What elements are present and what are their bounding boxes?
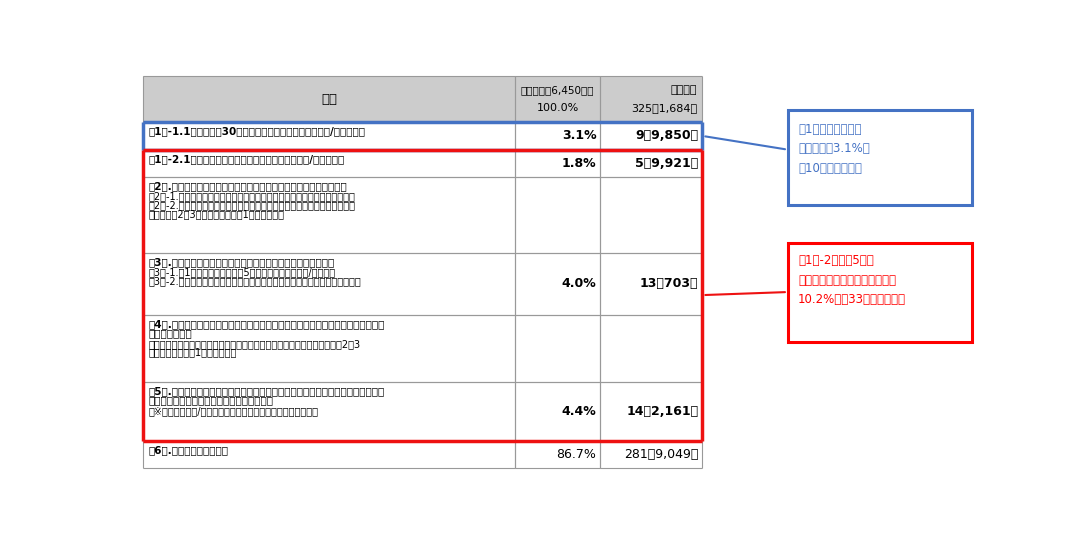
Bar — [143, 441, 515, 468]
Text: 5万9,921人: 5万9,921人 — [635, 157, 698, 170]
Text: （3）.基本的には教室で過ごすが、授業に参加する時間が少ない: （3）.基本的には教室で過ごすが、授業に参加する時間が少ない — [149, 257, 335, 267]
Bar — [599, 149, 702, 177]
Text: （2）-1.　校門や学校の玄関まで行ったが、校舎に入らなかったことがある: （2）-1. 校門や学校の玄関まで行ったが、校舎に入らなかったことがある — [149, 191, 356, 202]
Text: 100.0%: 100.0% — [536, 103, 579, 113]
Text: （2）.学校の校門・保健室・校長室等には行くが、教室には行かない: （2）.学校の校門・保健室・校長室等には行くが、教室には行かない — [149, 181, 347, 191]
Bar — [515, 76, 599, 123]
Bar — [515, 253, 599, 315]
Text: （1）-2.1週間以上連続で、学校を休んだことがある/休んでいる: （1）-2.1週間以上連続で、学校を休んだことがある/休んでいる — [149, 154, 345, 164]
Text: 13万703人: 13万703人 — [640, 277, 698, 290]
Bar — [143, 177, 515, 253]
Text: （5）.基本的には教室で過ごし、皆と同じことをしているが、心の中では学校に通: （5）.基本的には教室で過ごし、皆と同じことをしているが、心の中では学校に通 — [149, 386, 385, 396]
Bar — [143, 149, 515, 177]
Bar — [599, 123, 702, 149]
Text: 人口推計: 人口推計 — [671, 85, 697, 95]
Text: （4）.基本的には教室で過ごすが、皆とは違うことをしがちであり、授業に参加す: （4）.基本的には教室で過ごすが、皆とは違うことをしがちであり、授業に参加す — [149, 319, 385, 329]
Text: （調査人数6,450人）: （調査人数6,450人） — [521, 85, 594, 95]
Text: 9万9,850人: 9万9,850人 — [635, 130, 698, 142]
Text: 全体: 全体 — [321, 93, 337, 106]
Text: 強した（月2～3回以上、もしくは1週間続けて）: 強した（月2～3回以上、もしくは1週間続けて） — [149, 210, 285, 219]
Bar — [515, 149, 599, 177]
Bar — [788, 110, 972, 205]
Text: （1）-1.1年間に合計30日以上、学校を休んだことがある/休んでいる: （1）-1.1年間に合計30日以上、学校を休んだことがある/休んでいる — [149, 126, 366, 137]
Text: （6）.学校になじんでいる: （6）.学校になじんでいる — [149, 445, 228, 455]
Bar — [788, 242, 972, 341]
Text: る時間が少ない: る時間が少ない — [149, 328, 193, 338]
Text: 4.4%: 4.4% — [561, 405, 596, 418]
Text: 86.7%: 86.7% — [557, 448, 596, 461]
Bar — [143, 253, 515, 315]
Text: （3）-1.　1カ月に遅刻・早退を5日以上したことがある/している: （3）-1. 1カ月に遅刻・早退を5日以上したことがある/している — [149, 267, 336, 278]
Bar — [599, 76, 702, 123]
Bar — [515, 177, 599, 253]
Text: 3.1%: 3.1% — [561, 130, 596, 142]
Text: 14万2,161人: 14万2,161人 — [627, 405, 698, 418]
Text: 1.8%: 1.8% — [561, 157, 596, 170]
Text: （「教室にはいたが、みんなとは別の勉強など、他のことをしていた」月2～3: （「教室にはいたが、みんなとは別の勉強など、他のことをしていた」月2～3 — [149, 339, 361, 349]
Text: （2）-2.　授業中に、保健室や校長室など、教室以外の場所で過ごした・勉: （2）-2. 授業中に、保健室や校長室など、教室以外の場所で過ごした・勉 — [149, 200, 356, 211]
Bar — [599, 315, 702, 382]
Bar — [599, 382, 702, 441]
Bar — [599, 177, 702, 253]
Bar — [143, 382, 515, 441]
Bar — [515, 441, 599, 468]
Text: （1）-2から（5）の
「不登校傾向」にある子どもは
10.2%で約33万人（推計）: （1）-2から（5）の 「不登校傾向」にある子どもは 10.2%で約33万人（推… — [798, 254, 906, 306]
Bar — [515, 315, 599, 382]
Bar — [599, 253, 702, 315]
Bar — [515, 123, 599, 149]
Text: （※行動表出なし/「学校に行きたくないと思ったこと」毎日）: （※行動表出なし/「学校に行きたくないと思ったこと」毎日） — [149, 406, 319, 416]
Text: （3）-2.　授業を受けず、に給食だけを食べるためだけに登校したことがある: （3）-2. 授業を受けず、に給食だけを食べるためだけに登校したことがある — [149, 276, 361, 287]
Bar — [515, 382, 599, 441]
Text: 回以上、もしくは1週間続けて）: 回以上、もしくは1週間続けて） — [149, 347, 237, 358]
Text: 4.0%: 4.0% — [561, 277, 596, 290]
Bar — [143, 76, 515, 123]
Bar — [599, 441, 702, 468]
Text: 281万9,049人: 281万9,049人 — [623, 448, 698, 461]
Text: （1）の「不登校」
の子どもは3.1%で
約10万人（推計）: （1）の「不登校」 の子どもは3.1%で 約10万人（推計） — [798, 123, 869, 174]
Text: 325万1,684人: 325万1,684人 — [631, 103, 697, 113]
Text: いたくない・学校が辛い・嫌だと感じている: いたくない・学校が辛い・嫌だと感じている — [149, 395, 274, 405]
Bar — [143, 123, 515, 149]
Bar — [143, 315, 515, 382]
